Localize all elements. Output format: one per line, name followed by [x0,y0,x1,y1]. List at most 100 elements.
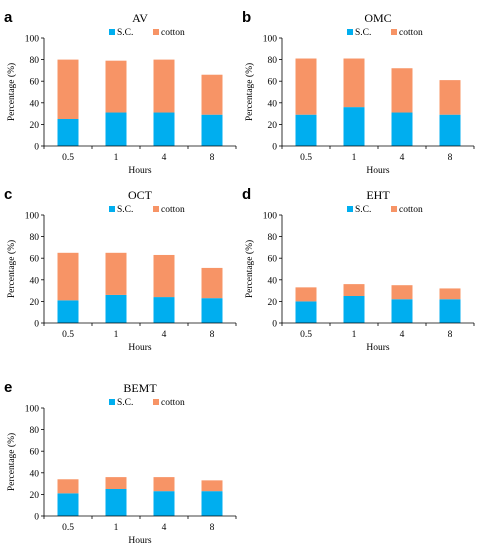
bar-sc-1 [105,489,127,516]
chart-title: AV [132,11,148,25]
x-axis-title: Hours [366,343,390,353]
chart-panel-b: b OMC S.C. cotton 0 20 40 60 80 100 0.5 1 4 8 Hours Per… [242,9,475,176]
y-tick-label: 0 [272,143,277,153]
chart-title: OMC [364,11,391,25]
y-tick-label: 60 [30,255,40,265]
bar-sc-1 [105,112,127,146]
bar-cotton-1 [105,60,127,113]
bar-sc-4 [153,491,175,516]
legend-label: cotton [161,205,185,215]
chart-panel-a: a AV S.C. cotton 0 20 40 60 80 100 0.5 1 4 8 Hours Perc… [4,9,237,176]
x-tick-label: 1 [114,330,119,340]
bar-sc-0.5 [57,493,79,516]
bar-sc-0.5 [295,301,317,323]
y-tick-label: 100 [25,35,40,45]
bar-cotton-1 [343,58,365,108]
bar-cotton-4 [391,285,413,300]
bar-cotton-4 [153,477,175,492]
bar-cotton-1 [105,252,127,295]
bar-sc-1 [105,294,127,323]
y-tick-label: 80 [30,426,40,436]
x-tick-label: 4 [162,330,167,340]
legend-label: S.C. [117,28,133,38]
chart-panel-e: e BEMT S.C. cotton 0 20 40 60 80 100 0.5 1 4 8 Hours Pe… [4,379,237,546]
legend-label: cotton [399,28,423,38]
legend-label: S.C. [355,205,371,215]
legend-swatch-cotton [153,206,159,212]
bar-cotton-4 [391,68,413,113]
chart-title: OCT [128,188,153,202]
legend-label: S.C. [117,205,133,215]
y-axis-title: Percentage (%) [6,433,17,491]
legend-label: S.C. [117,398,133,408]
x-axis-title: Hours [366,166,390,176]
y-tick-label: 60 [268,78,278,88]
y-tick-label: 40 [30,99,40,109]
y-tick-label: 80 [268,233,278,243]
legend-swatch-sc [347,206,353,212]
legend-label: cotton [161,398,185,408]
y-tick-label: 40 [268,99,278,109]
bar-cotton-4 [153,254,175,298]
y-axis-title: Percentage (%) [6,63,17,121]
y-tick-label: 0 [34,513,39,523]
x-tick-label: 0.5 [300,330,312,340]
x-tick-label: 0.5 [62,523,74,533]
x-tick-label: 8 [448,153,453,163]
y-tick-label: 20 [268,298,278,308]
x-tick-label: 0.5 [300,153,312,163]
bar-sc-8 [439,299,461,323]
bar-sc-0.5 [57,300,79,323]
chart-title: EHT [366,188,390,202]
y-tick-label: 60 [30,78,40,88]
x-axis-title: Hours [128,166,152,176]
bar-cotton-1 [105,477,127,489]
x-tick-label: 1 [114,523,119,533]
panel-letter: c [4,186,12,203]
legend-swatch-sc [347,29,353,35]
bar-cotton-0.5 [57,479,79,494]
x-tick-label: 1 [352,330,357,340]
x-tick-label: 8 [210,153,215,163]
bar-cotton-8 [201,480,223,492]
legend-label: cotton [161,28,185,38]
bar-cotton-0.5 [295,58,317,115]
y-tick-label: 100 [263,35,278,45]
x-tick-label: 4 [400,153,405,163]
y-tick-label: 60 [30,448,40,458]
chart-panel-d: d EHT S.C. cotton 0 20 40 60 80 100 0.5 1 4 8 Hours Per… [242,186,475,353]
x-axis-title: Hours [128,536,152,546]
x-tick-label: 1 [352,153,357,163]
y-tick-label: 0 [34,143,39,153]
bar-sc-1 [343,296,365,323]
x-tick-label: 0.5 [62,153,74,163]
bar-cotton-8 [439,80,461,115]
bar-sc-4 [153,112,175,146]
bar-sc-4 [391,112,413,146]
y-tick-label: 20 [30,298,40,308]
y-tick-label: 40 [30,469,40,479]
legend-swatch-cotton [391,29,397,35]
bar-sc-4 [153,297,175,323]
y-tick-label: 20 [268,121,278,131]
y-tick-label: 100 [25,405,40,415]
y-tick-label: 40 [30,276,40,286]
bar-cotton-4 [153,59,175,113]
y-tick-label: 20 [30,491,40,501]
chart-title: BEMT [123,381,157,395]
bar-cotton-1 [343,284,365,296]
y-tick-label: 0 [272,320,277,330]
bar-sc-8 [439,114,461,146]
x-tick-label: 8 [210,523,215,533]
y-axis-title: Percentage (%) [244,63,255,121]
bar-cotton-8 [439,288,461,300]
bar-cotton-0.5 [57,59,79,119]
y-tick-label: 80 [268,56,278,66]
y-tick-label: 80 [30,56,40,66]
chart-panel-c: c OCT S.C. cotton 0 20 40 60 80 100 0.5 1 4 8 Hours Per… [4,186,237,353]
x-tick-label: 8 [448,330,453,340]
y-axis-title: Percentage (%) [6,240,17,298]
x-tick-label: 8 [210,330,215,340]
bar-sc-8 [201,491,223,516]
